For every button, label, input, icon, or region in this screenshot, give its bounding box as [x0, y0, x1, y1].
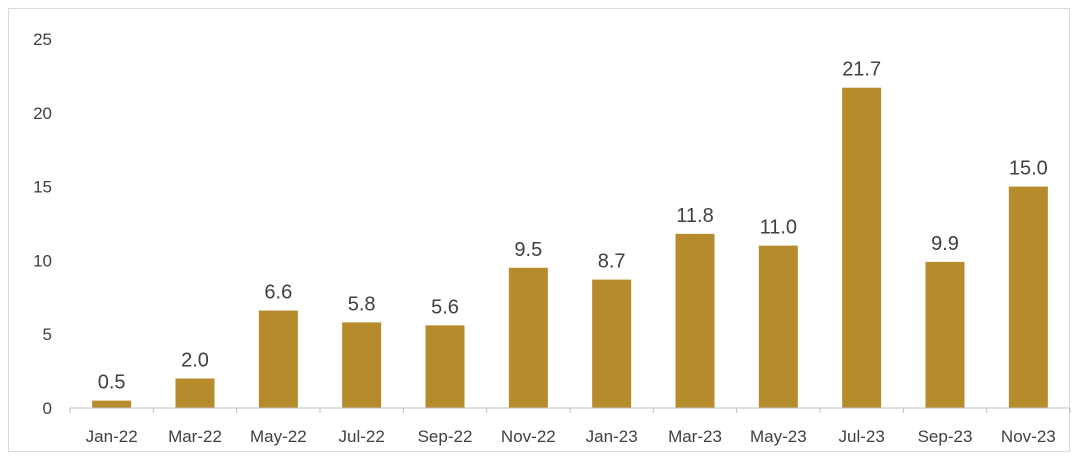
y-tick-label: 10: [33, 251, 52, 270]
x-tick-label: May-23: [750, 427, 807, 446]
data-label: 2.0: [181, 349, 209, 371]
y-tick-label: 15: [33, 178, 52, 197]
data-labels: 0.5 2.0 6.6 5.8 5.6 9.5 8.7 11.8 11.0 21.7 9.9 15.0: [98, 59, 1048, 394]
data-label: 6.6: [264, 282, 292, 304]
bar: [92, 400, 132, 408]
bar-series: [92, 87, 1048, 408]
bar: [842, 87, 882, 408]
y-tick-label: 25: [33, 30, 52, 49]
bar: [425, 325, 465, 408]
data-label: 9.9: [931, 233, 959, 255]
x-tick-label: Jul-22: [339, 427, 385, 446]
x-tick-label: Jan-22: [86, 427, 138, 446]
y-tick-label: 5: [43, 325, 52, 344]
bar: [175, 378, 215, 408]
y-tick-label: 0: [43, 399, 52, 418]
x-tick-label: May-22: [250, 427, 307, 446]
bar: [342, 322, 382, 408]
x-tick-label: Jan-23: [586, 427, 638, 446]
bar: [592, 279, 632, 408]
bar: [258, 310, 298, 408]
x-tick-label: Sep-23: [918, 427, 973, 446]
data-label: 5.6: [431, 296, 459, 318]
x-tick-label: Sep-22: [418, 427, 473, 446]
x-tick-label: Mar-22: [168, 427, 222, 446]
x-tick-label: Jul-23: [839, 427, 885, 446]
data-label: 15.0: [1009, 158, 1048, 180]
x-tick-label: Nov-22: [501, 427, 556, 446]
bar: [508, 267, 548, 408]
data-label: 5.8: [348, 293, 376, 315]
data-label: 0.5: [98, 372, 126, 394]
x-tick-label: Nov-23: [1001, 427, 1056, 446]
data-label: 9.5: [514, 239, 542, 261]
bar: [758, 245, 798, 408]
x-axis-ticks: Jan-22 Mar-22 May-22 Jul-22 Sep-22 Nov-22 Jan-…: [69, 408, 1071, 446]
bar: [1008, 186, 1048, 408]
bar: [675, 233, 715, 408]
y-tick-label: 20: [33, 104, 52, 123]
data-label: 11.8: [676, 205, 713, 227]
data-label: 21.7: [842, 59, 881, 81]
bar: [925, 261, 965, 408]
data-label: 8.7: [598, 251, 626, 273]
data-label: 11.0: [760, 217, 797, 239]
x-tick-label: Mar-23: [668, 427, 722, 446]
y-axis-ticks: 0 5 10 15 20 25: [33, 30, 52, 418]
